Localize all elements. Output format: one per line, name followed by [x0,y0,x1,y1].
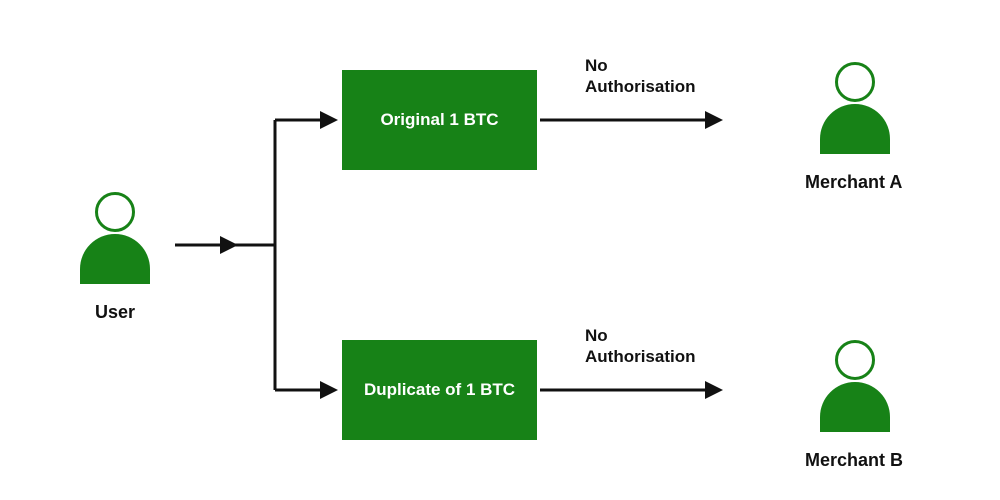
bottom-arrow-label-line2: Authorisation [585,347,696,366]
original-box: Original 1 BTC [342,70,537,170]
merchant-b-head [835,340,875,380]
user-head [95,192,135,232]
merchant-a-head [835,62,875,102]
original-box-text: Original 1 BTC [380,110,498,130]
bottom-arrow-label: No Authorisation [585,325,696,368]
bottom-arrow-label-line1: No [585,326,608,345]
merchant-a-body [820,104,890,154]
top-arrow-label-line1: No [585,56,608,75]
top-arrow-label-line2: Authorisation [585,77,696,96]
merchant-b-body [820,382,890,432]
merchant-a-label: Merchant A [805,172,902,193]
duplicate-box: Duplicate of 1 BTC [342,340,537,440]
duplicate-box-text: Duplicate of 1 BTC [364,380,515,400]
user-label: User [95,302,135,323]
user-body [80,234,150,284]
top-arrow-label: No Authorisation [585,55,696,98]
merchant-b-label: Merchant B [805,450,903,471]
diagram-canvas: { "diagram": { "type": "flowchart", "bac… [0,0,1000,500]
